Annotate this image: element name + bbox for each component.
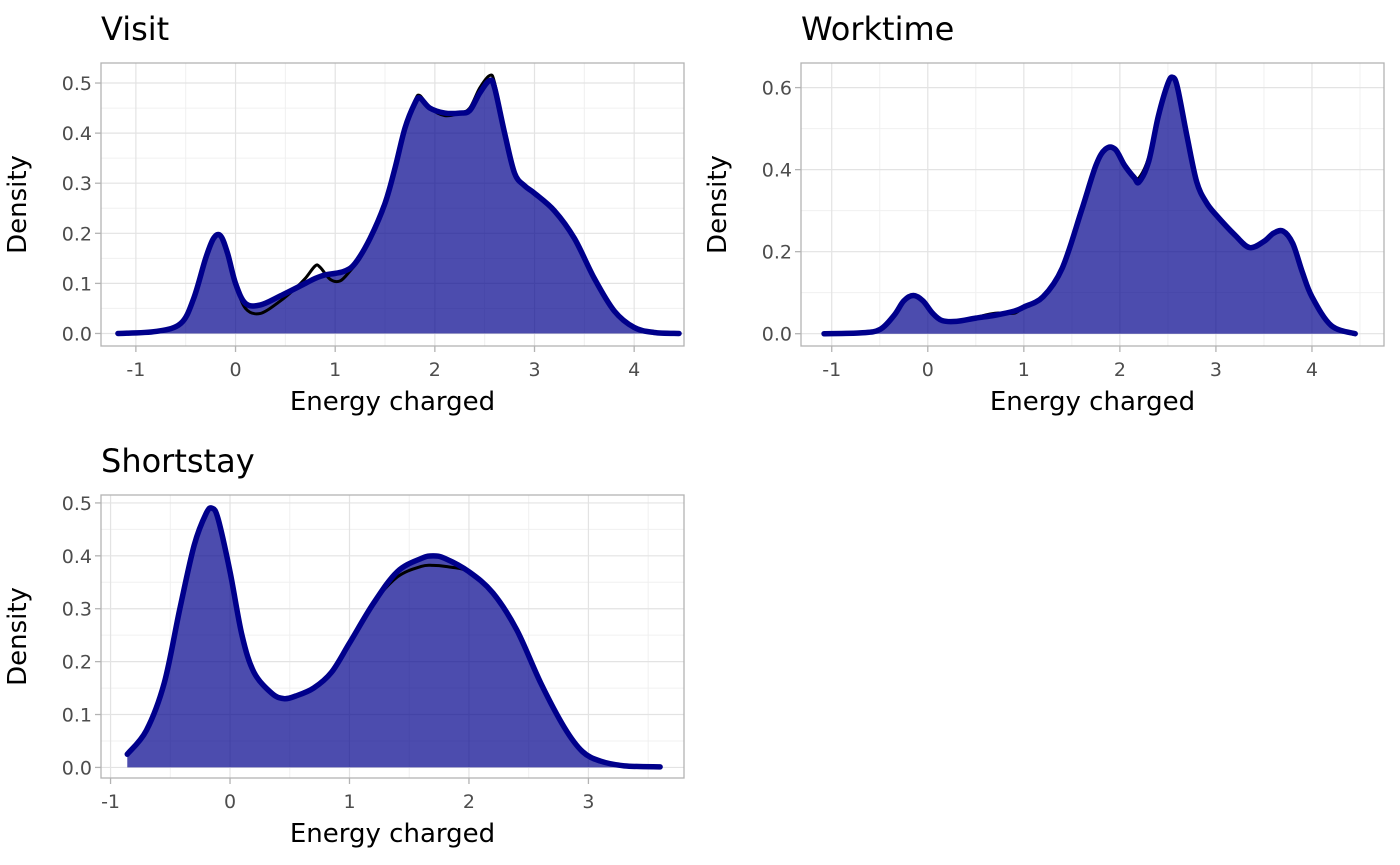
panel-border: [800, 62, 1385, 347]
y-tick-label: 0.5: [62, 73, 92, 95]
density-curve-fitted: [124, 505, 663, 770]
x-tick-label: 1: [329, 359, 341, 381]
panel-border: [100, 494, 685, 779]
x-tick-label: 1: [1018, 359, 1030, 381]
x-tick-label: -1: [101, 791, 120, 813]
y-tick-label: 0.1: [62, 705, 92, 727]
y-tick-label: 0.3: [62, 599, 92, 621]
density-marks: [115, 73, 682, 337]
y-tick-label: 0.2: [62, 652, 92, 674]
x-tick-label: 2: [463, 791, 475, 813]
y-axis-title: Density: [3, 155, 33, 254]
y-tick-label: 0.0: [62, 757, 92, 779]
y-axis-title: Density: [3, 587, 33, 686]
x-tick-label: 2: [1114, 359, 1126, 381]
x-tick-label: 0: [224, 791, 236, 813]
density-marks: [124, 505, 663, 770]
x-tick-label: 0: [229, 359, 241, 381]
density-area-fill: [824, 77, 1356, 334]
x-tick-label: 3: [582, 791, 594, 813]
x-axis-title: Energy charged: [290, 819, 495, 849]
x-tick-label: 1: [343, 791, 355, 813]
panel-visit: -1 0 1 2 3 4 0.0 0.1 0.2 0.3 0.4 0.5 Energy charged D…: [3, 10, 685, 417]
panel-title: Worktime: [801, 10, 954, 48]
x-tick-label: 3: [1210, 359, 1222, 381]
panel-title: Visit: [101, 10, 169, 48]
x-tick-label: 0: [922, 359, 934, 381]
x-axis-title: Energy charged: [290, 387, 495, 417]
y-tick-label: 0.4: [762, 160, 792, 182]
y-axis-title: Density: [703, 155, 733, 254]
x-tick-label: -1: [822, 359, 841, 381]
panel-title: Shortstay: [101, 442, 255, 480]
x-tick-label: 4: [1306, 359, 1318, 381]
y-tick-label: 0.6: [762, 78, 792, 100]
panel-worktime: -1 0 1 2 3 4 0.0 0.2 0.4 0.6 Energy charged Density…: [703, 10, 1385, 417]
x-axis-title: Energy charged: [990, 387, 1195, 417]
y-tick-label: 0.2: [62, 223, 92, 245]
y-tick-label: 0.4: [62, 123, 92, 145]
x-tick-label: -1: [126, 359, 145, 381]
y-tick-label: 0.4: [62, 546, 92, 568]
panel-border: [100, 62, 685, 347]
y-tick-label: 0.3: [62, 173, 92, 195]
x-tick-label: 4: [628, 359, 640, 381]
density-curve-fitted: [115, 77, 682, 337]
density-marks: [821, 74, 1358, 337]
y-tick-label: 0.0: [62, 323, 92, 345]
density-area-fill: [117, 80, 680, 334]
y-tick-label: 0.0: [762, 324, 792, 346]
panel-shortstay: -1 0 1 2 3 0.0 0.1 0.2 0.3 0.4 0.5 Energy charged De…: [3, 442, 685, 849]
density-curve-fitted: [821, 74, 1358, 337]
density-area-fill: [127, 507, 661, 768]
y-tick-label: 0.2: [762, 242, 792, 264]
y-tick-label: 0.5: [62, 493, 92, 515]
y-tick-label: 0.1: [62, 273, 92, 295]
x-tick-label: 3: [528, 359, 540, 381]
x-tick-label: 2: [429, 359, 441, 381]
